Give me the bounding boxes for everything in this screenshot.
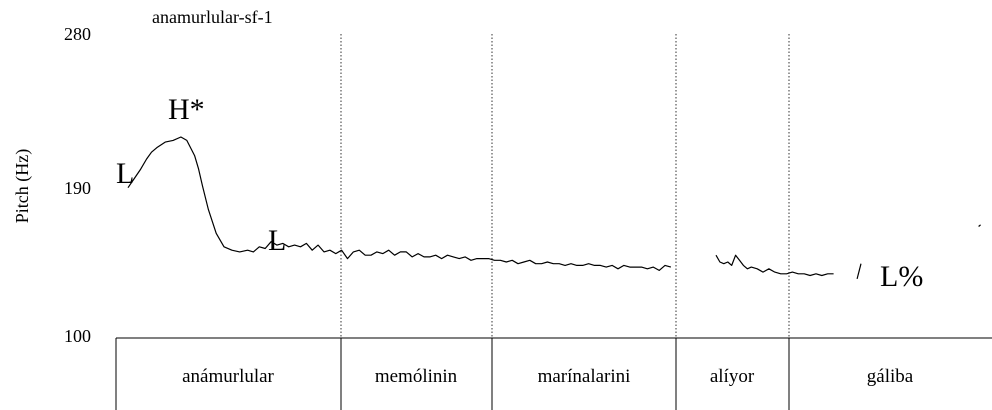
tone-label-h-star: H* <box>168 93 205 126</box>
word-label-3: marínalarini <box>538 366 631 387</box>
tone-labels: L H* L L% <box>116 93 923 293</box>
word-tier <box>115 337 992 410</box>
pitch-track <box>127 136 981 280</box>
pitch-segment-1 <box>127 136 672 271</box>
y-tick-mid: 190 <box>64 178 91 198</box>
tone-label-l-fall: L <box>268 224 286 257</box>
tone-label-l-initial: L <box>116 157 134 190</box>
pitch-segment-4 <box>978 224 981 227</box>
word-boundary-lines <box>340 34 790 338</box>
y-tick-top: 280 <box>64 24 91 44</box>
word-labels: anámurlular memólinin marínalarini alíyo… <box>182 366 914 387</box>
pitch-segment-3 <box>856 263 862 280</box>
word-label-2: memólinin <box>375 366 458 387</box>
y-axis-label: Pitch (Hz) <box>12 149 33 223</box>
pitch-segment-2 <box>715 254 834 277</box>
word-label-4: alíyor <box>710 366 755 387</box>
chart-title: anamurlular-sf-1 <box>152 7 273 27</box>
word-label-5: gáliba <box>867 366 914 387</box>
word-label-1: anámurlular <box>182 366 274 387</box>
y-tick-bottom: 100 <box>64 326 91 346</box>
tone-label-l-percent: L% <box>880 260 923 293</box>
